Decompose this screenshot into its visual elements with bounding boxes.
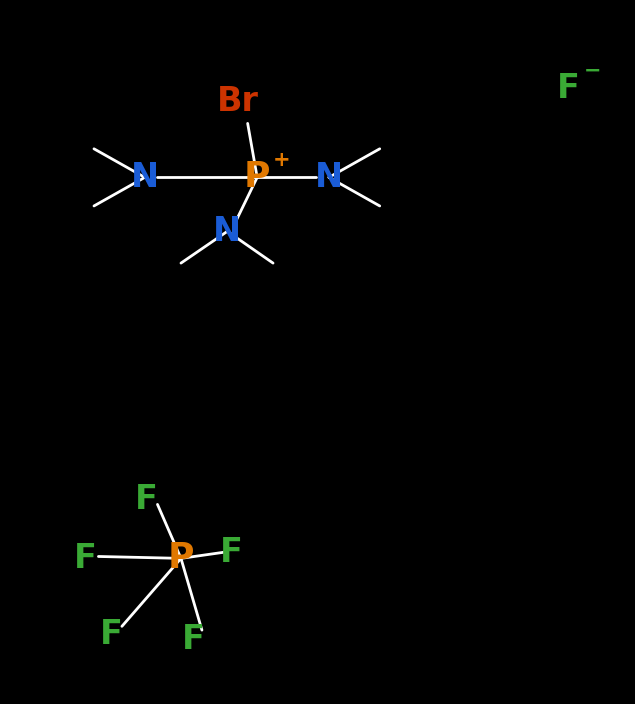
Text: F: F (182, 622, 205, 655)
Text: F: F (135, 483, 157, 516)
Text: P: P (168, 541, 194, 575)
Text: F: F (100, 618, 123, 651)
Text: F: F (74, 542, 97, 575)
Text: P: P (244, 161, 271, 194)
Text: N: N (213, 215, 241, 248)
Text: N: N (131, 161, 159, 194)
Text: −: − (584, 61, 601, 81)
Text: Br: Br (217, 84, 259, 118)
Text: +: + (272, 149, 290, 170)
Text: N: N (315, 161, 343, 194)
Text: F: F (557, 72, 580, 105)
Text: F: F (220, 536, 243, 569)
